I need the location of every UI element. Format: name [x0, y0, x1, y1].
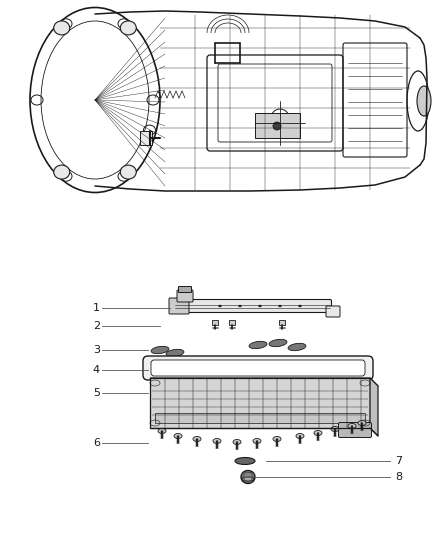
Ellipse shape: [242, 477, 254, 481]
Bar: [255, 113, 300, 138]
Bar: [140, 131, 152, 145]
Bar: [150, 378, 370, 428]
FancyBboxPatch shape: [339, 423, 371, 438]
Ellipse shape: [299, 305, 301, 307]
Bar: [279, 320, 285, 325]
Ellipse shape: [417, 86, 431, 116]
FancyBboxPatch shape: [179, 287, 191, 293]
Ellipse shape: [288, 343, 306, 351]
Ellipse shape: [235, 457, 255, 464]
Ellipse shape: [120, 165, 136, 179]
Ellipse shape: [258, 305, 261, 307]
Ellipse shape: [54, 165, 70, 179]
Ellipse shape: [213, 439, 221, 443]
FancyBboxPatch shape: [326, 306, 340, 317]
Ellipse shape: [273, 122, 281, 130]
Ellipse shape: [233, 440, 241, 445]
Ellipse shape: [166, 349, 184, 357]
Polygon shape: [150, 378, 378, 386]
Text: 7: 7: [395, 456, 402, 466]
Ellipse shape: [239, 305, 241, 307]
Ellipse shape: [174, 433, 182, 439]
Ellipse shape: [249, 341, 267, 349]
Text: 6: 6: [93, 438, 100, 448]
Ellipse shape: [348, 424, 356, 429]
Text: 8: 8: [395, 472, 402, 482]
Ellipse shape: [158, 429, 166, 433]
Text: 4: 4: [93, 365, 100, 375]
Text: 1: 1: [93, 303, 100, 313]
Text: 2: 2: [93, 321, 100, 331]
Ellipse shape: [358, 421, 366, 425]
Bar: [212, 320, 218, 325]
Ellipse shape: [193, 437, 201, 441]
Ellipse shape: [120, 21, 136, 35]
FancyBboxPatch shape: [143, 356, 373, 380]
FancyBboxPatch shape: [169, 298, 189, 314]
FancyBboxPatch shape: [151, 360, 365, 376]
Bar: [229, 320, 235, 325]
Text: 5: 5: [93, 388, 100, 398]
Ellipse shape: [241, 471, 255, 483]
Ellipse shape: [314, 431, 322, 435]
Text: 3: 3: [93, 345, 100, 355]
FancyBboxPatch shape: [173, 300, 332, 312]
Ellipse shape: [219, 305, 222, 307]
FancyBboxPatch shape: [177, 290, 193, 302]
Polygon shape: [370, 378, 378, 436]
Ellipse shape: [279, 305, 282, 307]
Ellipse shape: [269, 340, 287, 346]
Ellipse shape: [273, 437, 281, 441]
Ellipse shape: [253, 439, 261, 443]
Ellipse shape: [296, 433, 304, 439]
Ellipse shape: [54, 21, 70, 35]
Bar: [155, 413, 365, 423]
Ellipse shape: [151, 346, 169, 354]
Ellipse shape: [331, 426, 339, 432]
